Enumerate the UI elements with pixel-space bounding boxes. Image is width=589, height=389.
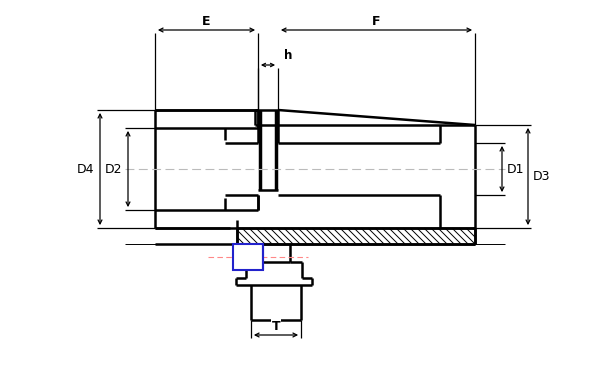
Text: D2: D2 — [105, 163, 123, 175]
Polygon shape — [237, 228, 475, 244]
Text: D4: D4 — [77, 163, 95, 175]
Text: h: h — [284, 49, 292, 61]
Text: D1: D1 — [507, 163, 525, 175]
Text: F: F — [372, 14, 380, 28]
Text: T: T — [272, 319, 280, 333]
Text: E: E — [202, 14, 211, 28]
Polygon shape — [233, 244, 263, 270]
Text: D3: D3 — [533, 170, 551, 183]
